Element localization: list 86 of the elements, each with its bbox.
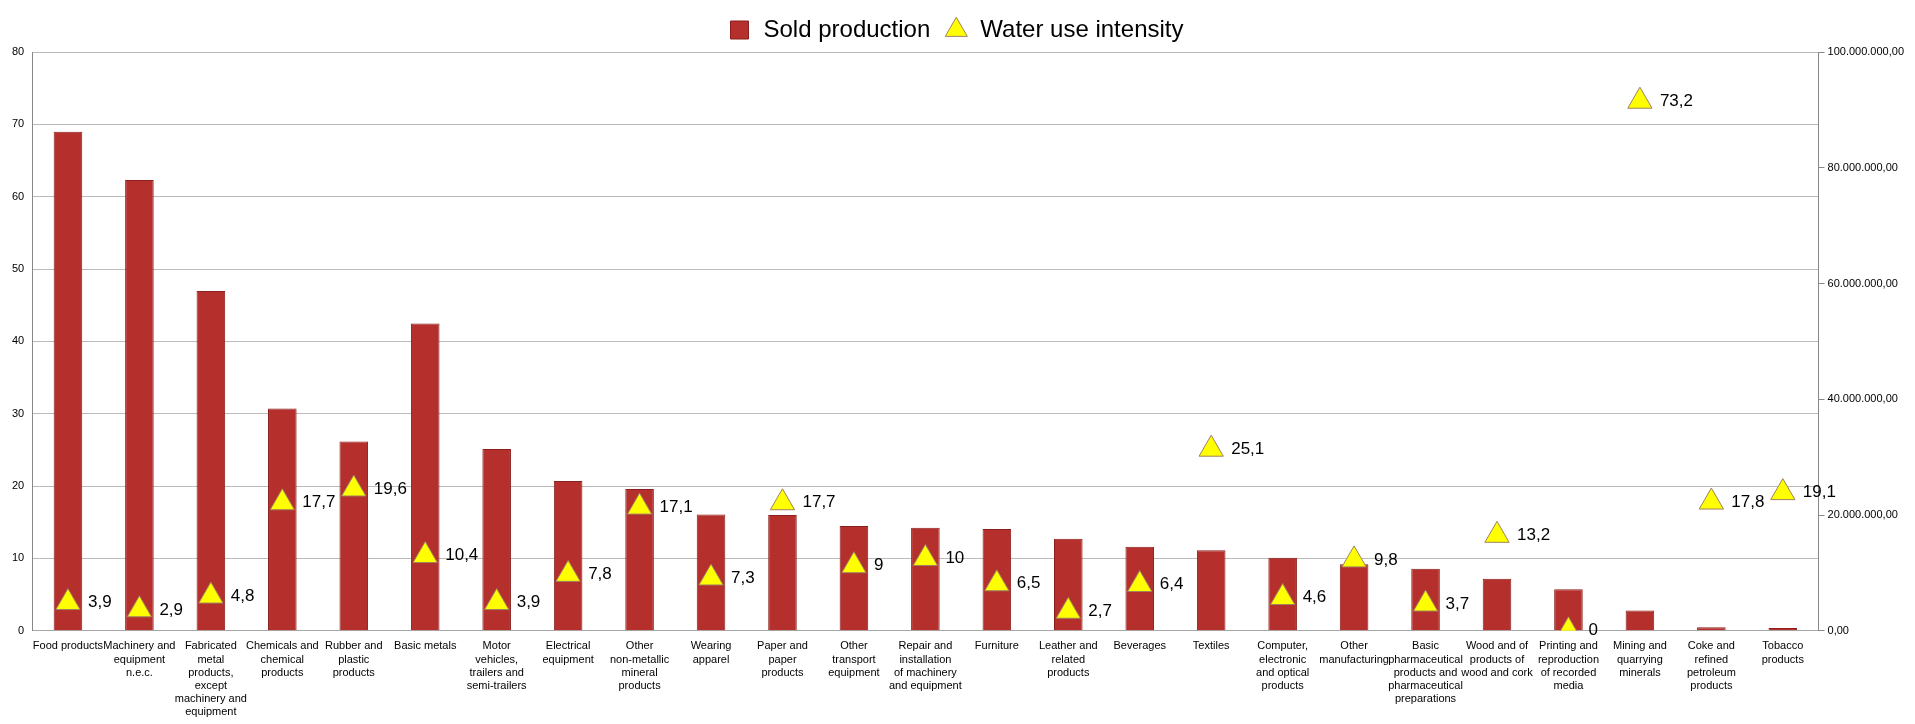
y-tick-label: 80 [11,45,25,58]
point [555,559,581,582]
x-tick-label: Fabricated metal products, except machinery and equipment [174,639,247,718]
data-label: 19,1 [1802,482,1836,502]
point [55,588,81,611]
point [626,492,653,515]
y2-tick-label: 0,00 [1827,623,1849,636]
point [198,581,224,604]
x-tick-label: Wearing apparel [690,639,732,665]
data-label: 17,1 [659,496,693,516]
x-tick-label: Food products [32,639,104,652]
x-tick-label: Mining and quarrying minerals [1612,639,1667,678]
legend-label: Sold production [763,14,931,42]
x-tick-label: Other manufacturing [1319,639,1389,665]
y-tick-label: 0 [18,623,25,636]
x-tick-label: Rubber and plastic products [325,639,383,678]
x-tick-label: Motor vehicles, trailers and semi-trailers [466,639,528,692]
point [1770,478,1796,501]
y-tick-label: 20 [11,479,25,492]
x-tick-label: Tobacco products [1761,639,1805,665]
point [341,474,367,497]
data-label: 0 [1588,620,1598,640]
data-label: 13,2 [1517,524,1551,544]
point [412,541,438,564]
x-tick-label: Computer, electronic and optical products [1256,639,1310,692]
x-tick-label: Machinery and equipment n.e.c. [103,639,176,678]
data-label: 4,6 [1302,587,1327,607]
x-tick-label: Other transport equipment [828,639,880,678]
data-label: 17,8 [1731,491,1765,511]
y-tick-label: 50 [11,262,25,275]
point [1627,86,1653,109]
point [1341,545,1367,568]
x-tick-label: Other non-metallic mineral products [609,639,670,692]
x-tick-label: Textiles [1192,639,1231,652]
x-tick-label: Basic metals [394,639,457,652]
data-label: 3,7 [1445,593,1470,613]
data-label: 7,3 [731,567,755,587]
data-label: 19,6 [373,478,407,498]
y2-tick-label: 80.000.000,00 [1827,160,1898,173]
point [484,588,510,611]
point [1198,434,1224,457]
x-tick-label: Printing and reproduction of recorded media [1537,639,1600,692]
x-tick-label: Chemicals and chemical products [245,639,319,678]
data-label: 73,2 [1659,90,1693,110]
point [1698,487,1724,510]
point [769,488,796,511]
data-label: 6,5 [1016,573,1041,593]
data-label: 25,1 [1231,438,1265,458]
x-tick-label: Paper and paper products [757,639,808,678]
y-tick-label: 60 [11,189,25,202]
point [698,563,724,586]
y-tick-label: 70 [11,117,25,130]
data-label: 3,9 [87,592,112,612]
data-label: 10 [945,548,965,568]
legend-label: Water use intensity [980,14,1184,42]
y-tick-label: 30 [11,406,25,419]
x-tick-label: Repair and installation of machinery and equipment [889,639,962,692]
data-label: 9,8 [1374,549,1398,569]
data-label: 9 [873,555,884,575]
x-tick-label: Coke and refined petroleum products [1686,639,1736,692]
point [126,595,153,618]
point [1055,596,1081,619]
x-tick-label: Leather and related products [1038,639,1098,678]
y-tick-label: 10 [11,551,25,564]
data-label: 2,7 [1088,600,1112,620]
data-label: 4,8 [230,585,255,605]
data-label: 2,9 [159,599,184,619]
point [1412,589,1439,612]
y2-tick-label: 40.000.000,00 [1827,392,1898,405]
data-label: 7,8 [588,564,612,584]
point [841,551,867,574]
y2-tick-label: 20.000.000,00 [1827,508,1898,521]
x-tick-label: Beverages [1113,639,1167,652]
x-tick-label: Electrical equipment [542,639,594,665]
x-tick-label: Furniture [974,639,1019,652]
data-label: 17,7 [802,492,836,512]
y2-tick-label: 100.000.000,00 [1827,45,1905,58]
data-label: 6,4 [1159,574,1184,594]
data-label: 3,9 [516,592,541,612]
y2-tick-label: 60.000.000,00 [1827,276,1898,289]
point [1484,520,1510,543]
data-label: 10,4 [445,545,479,565]
y-tick-label: 40 [11,334,25,347]
data-label: 17,7 [302,492,336,512]
point [912,543,939,566]
point [269,488,295,511]
